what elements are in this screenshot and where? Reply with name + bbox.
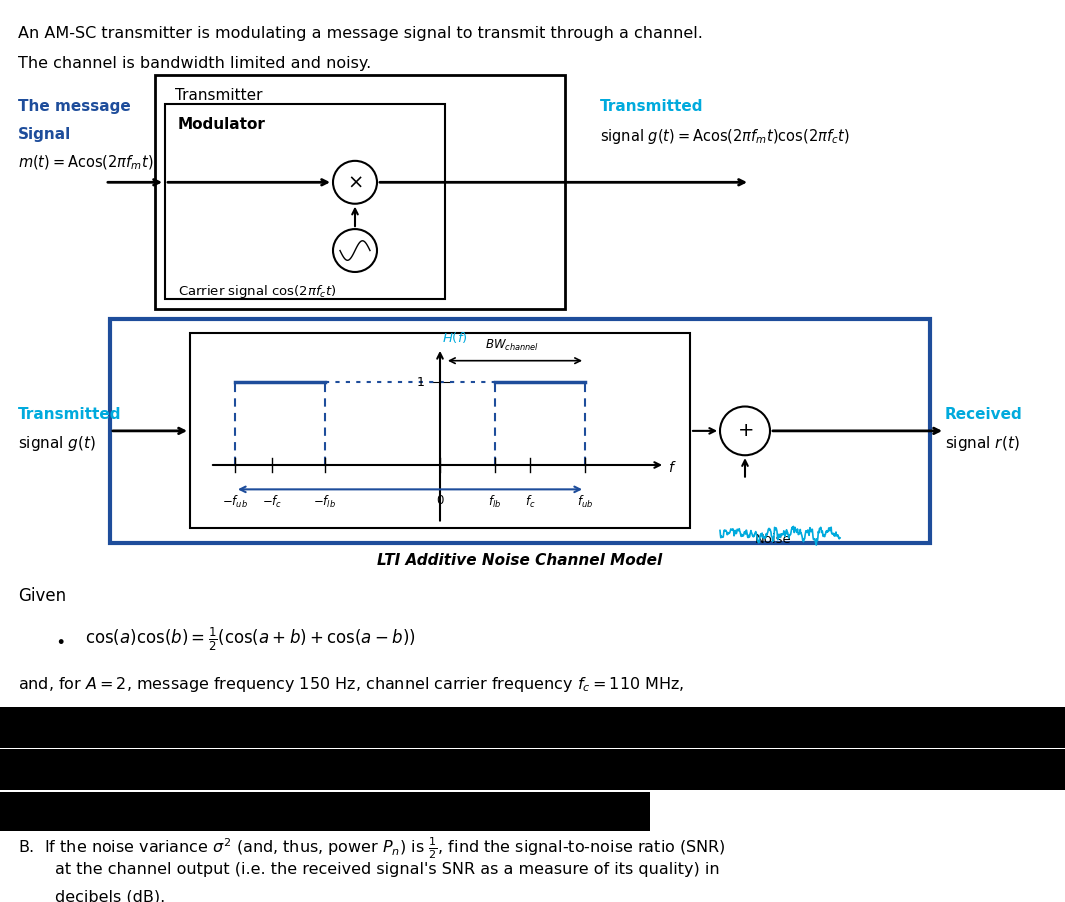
Text: Received: Received <box>945 407 1022 421</box>
Text: and, for $A = 2$, message frequency 150 Hz, channel carrier frequency $f_c = 110: and, for $A = 2$, message frequency 150 … <box>18 675 684 694</box>
Text: $-f_{lb}$: $-f_{lb}$ <box>313 494 337 511</box>
Text: $f_c$: $f_c$ <box>525 494 536 511</box>
FancyBboxPatch shape <box>190 334 690 529</box>
Text: $f_{lb}$: $f_{lb}$ <box>489 494 502 511</box>
Text: Find the minimum channel bandwidth the: Find the minimum channel bandwidth the <box>50 710 340 723</box>
Text: An AM-SC transmitter is modulating a message signal to transmit through a channe: An AM-SC transmitter is modulating a mes… <box>18 26 703 41</box>
Text: Modulator: Modulator <box>178 117 266 132</box>
Text: Carrier signal $\cos(2\pi f_c t)$: Carrier signal $\cos(2\pi f_c t)$ <box>178 282 337 299</box>
Circle shape <box>720 407 770 456</box>
FancyBboxPatch shape <box>0 792 650 831</box>
Text: signal $g(t)$: signal $g(t)$ <box>18 434 96 453</box>
Text: $f_{ub}$: $f_{ub}$ <box>577 494 593 511</box>
Text: $\times$: $\times$ <box>347 173 363 192</box>
Text: $\cos(a)\cos(b) = \frac{1}{2}(\cos(a+b) + \cos(a-b))$: $\cos(a)\cos(b) = \frac{1}{2}(\cos(a+b) … <box>85 626 415 653</box>
Text: B.  If the noise variance $\sigma^2$ (and, thus, power $P_n$) is $\frac{1}{2}$, : B. If the noise variance $\sigma^2$ (and… <box>18 835 725 861</box>
FancyBboxPatch shape <box>165 105 445 299</box>
Circle shape <box>333 229 377 272</box>
FancyBboxPatch shape <box>0 707 1065 748</box>
Text: The channel is bandwidth limited and noisy.: The channel is bandwidth limited and noi… <box>18 56 372 70</box>
Circle shape <box>333 161 377 204</box>
Text: $-f_{ub}$: $-f_{ub}$ <box>222 494 248 511</box>
Text: Signal: Signal <box>18 126 71 142</box>
FancyBboxPatch shape <box>0 749 1065 789</box>
Text: ation: ation <box>920 760 955 775</box>
Text: $BW_{channel}$: $BW_{channel}$ <box>485 337 539 353</box>
Text: Given: Given <box>18 587 66 605</box>
Text: A.: A. <box>18 710 33 724</box>
Text: ed: ed <box>950 722 967 735</box>
Text: decibels (dB).: decibels (dB). <box>55 889 165 902</box>
Text: LTI Additive Noise Channel Model: LTI Additive Noise Channel Model <box>377 553 662 567</box>
Text: signal $g(t) = \mathrm{A}\cos(2\pi f_m t)\cos(2\pi f_c t)$: signal $g(t) = \mathrm{A}\cos(2\pi f_m t… <box>600 126 850 146</box>
Text: $+$: $+$ <box>737 421 753 440</box>
Text: The message: The message <box>18 99 131 115</box>
Text: $m(t) = \mathrm{Acos}(2\pi f_m t)$: $m(t) = \mathrm{Acos}(2\pi f_m t)$ <box>18 154 153 172</box>
FancyBboxPatch shape <box>110 318 930 543</box>
Text: Transmitted: Transmitted <box>18 407 121 421</box>
Text: signal $r(t)$: signal $r(t)$ <box>945 434 1019 453</box>
Text: $f$: $f$ <box>668 460 676 475</box>
Text: Transmitter: Transmitter <box>175 87 262 103</box>
Text: Noise: Noise <box>755 533 791 547</box>
Text: $-f_c$: $-f_c$ <box>262 494 282 511</box>
Text: Transmitted: Transmitted <box>600 99 704 115</box>
Text: 1: 1 <box>417 375 425 389</box>
Text: at the channel output (i.e. the received signal's SNR as a measure of its qualit: at the channel output (i.e. the received… <box>55 861 720 877</box>
Text: $\bullet$: $\bullet$ <box>55 630 65 649</box>
Text: an: an <box>18 796 35 810</box>
Text: $0$: $0$ <box>436 494 444 507</box>
FancyBboxPatch shape <box>155 75 566 309</box>
Text: $H(f)$: $H(f)$ <box>442 330 468 345</box>
Text: in: in <box>870 760 883 775</box>
